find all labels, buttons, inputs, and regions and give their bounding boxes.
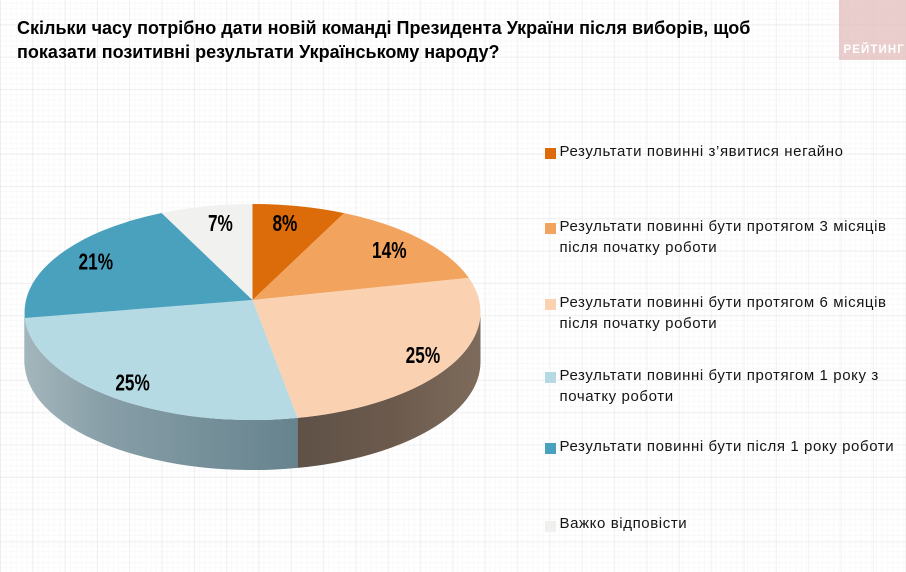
svg-text:14%: 14% — [372, 239, 406, 264]
svg-text:25%: 25% — [406, 344, 440, 369]
svg-text:21%: 21% — [79, 250, 113, 275]
svg-text:7%: 7% — [208, 212, 233, 237]
svg-text:25%: 25% — [115, 371, 149, 396]
svg-text:8%: 8% — [272, 212, 297, 237]
